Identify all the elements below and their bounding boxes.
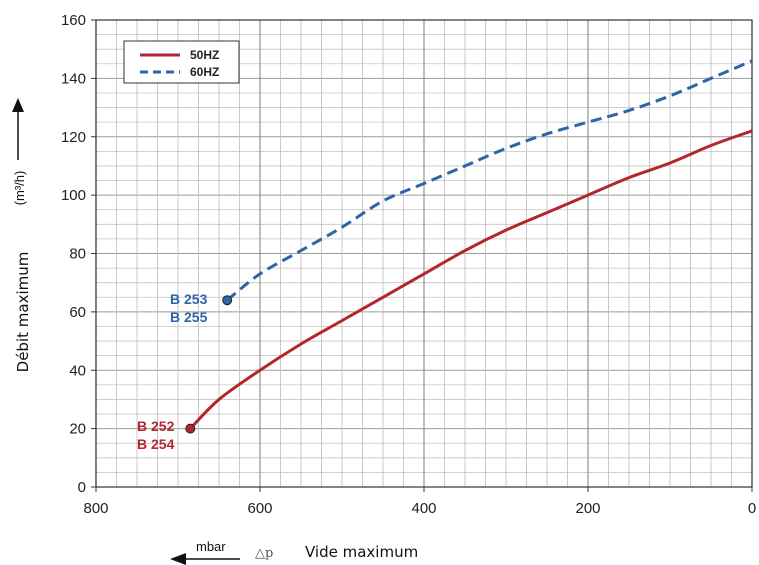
series-endpoint-50hz — [185, 423, 196, 434]
x-tick-label: 0 — [748, 500, 756, 517]
x-tick-label: 600 — [247, 500, 272, 517]
legend-box — [123, 40, 240, 84]
y-tick-label: 140 — [61, 70, 86, 87]
x-axis-arrow — [170, 553, 240, 565]
x-axis-label: Vide maximum — [305, 543, 418, 561]
series-end-label-b254: B 254 — [137, 436, 175, 452]
y-axis-unit: (m³/h) — [12, 171, 27, 206]
y-axis-arrow — [12, 98, 24, 160]
series-markers — [185, 295, 233, 434]
series-endpoint-60hz — [222, 295, 233, 306]
y-tick-label: 20 — [69, 421, 86, 438]
y-tick-label: 160 — [61, 12, 86, 29]
y-ticks: 0 20 40 60 80 100 120 140 160 — [61, 12, 96, 496]
series-end-label-b253: B 253 — [170, 291, 208, 307]
y-tick-label: 40 — [69, 362, 86, 379]
y-tick-label: 80 — [69, 246, 86, 263]
grid — [95, 19, 753, 488]
legend-label-50hz: 50HZ — [190, 48, 219, 62]
x-tick-label: 400 — [411, 500, 436, 517]
x-tick-label: 800 — [83, 500, 108, 517]
x-axis-unit: mbar — [196, 539, 226, 554]
series-line-50hz — [189, 129, 753, 430]
y-tick-label: 0 — [78, 479, 86, 496]
legend: 50HZ 60HZ — [123, 40, 240, 84]
x-axis-symbol: △p — [255, 546, 273, 561]
x-ticks: 800 600 400 200 0 — [83, 487, 756, 517]
y-tick-label: 60 — [69, 304, 86, 321]
series-end-label-b255: B 255 — [170, 309, 208, 325]
series-lines — [189, 59, 753, 430]
x-tick-label: 200 — [575, 500, 600, 517]
series-line-60hz — [226, 59, 753, 302]
y-tick-label: 100 — [61, 187, 86, 204]
legend-label-60hz: 60HZ — [190, 65, 219, 79]
series-end-label-b252: B 252 — [137, 418, 175, 434]
y-axis-label: Débit maximum — [14, 252, 32, 373]
y-tick-label: 120 — [61, 129, 86, 146]
